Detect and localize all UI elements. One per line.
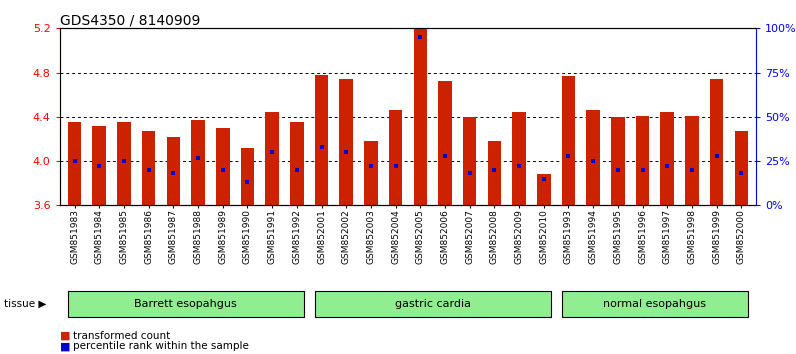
Bar bbox=[339, 79, 353, 205]
Bar bbox=[314, 75, 328, 205]
Text: ■: ■ bbox=[60, 331, 70, 341]
Bar bbox=[537, 175, 551, 205]
Bar bbox=[364, 141, 377, 205]
Bar bbox=[611, 117, 625, 205]
Bar bbox=[68, 122, 81, 205]
Bar bbox=[488, 141, 501, 205]
Bar bbox=[142, 131, 155, 205]
Bar bbox=[685, 116, 699, 205]
Bar bbox=[463, 117, 477, 205]
Text: Barrett esopahgus: Barrett esopahgus bbox=[135, 299, 237, 309]
Text: tissue ▶: tissue ▶ bbox=[4, 299, 46, 309]
Bar bbox=[636, 116, 650, 205]
Bar bbox=[191, 120, 205, 205]
Bar bbox=[265, 113, 279, 205]
Bar bbox=[562, 76, 576, 205]
Text: gastric cardia: gastric cardia bbox=[395, 299, 470, 309]
Bar bbox=[735, 131, 748, 205]
Bar bbox=[513, 113, 526, 205]
Bar bbox=[710, 79, 724, 205]
Bar bbox=[92, 126, 106, 205]
Bar bbox=[117, 122, 131, 205]
Bar bbox=[413, 28, 427, 205]
Bar bbox=[661, 113, 674, 205]
Bar bbox=[240, 148, 254, 205]
Text: ■: ■ bbox=[60, 341, 70, 351]
Bar bbox=[388, 110, 403, 205]
Text: percentile rank within the sample: percentile rank within the sample bbox=[73, 341, 249, 351]
Bar bbox=[587, 110, 600, 205]
Text: transformed count: transformed count bbox=[73, 331, 170, 341]
Bar bbox=[290, 122, 303, 205]
Text: normal esopahgus: normal esopahgus bbox=[603, 299, 706, 309]
Bar bbox=[216, 128, 229, 205]
Bar bbox=[439, 81, 452, 205]
Text: GDS4350 / 8140909: GDS4350 / 8140909 bbox=[60, 13, 200, 27]
Bar bbox=[166, 137, 180, 205]
